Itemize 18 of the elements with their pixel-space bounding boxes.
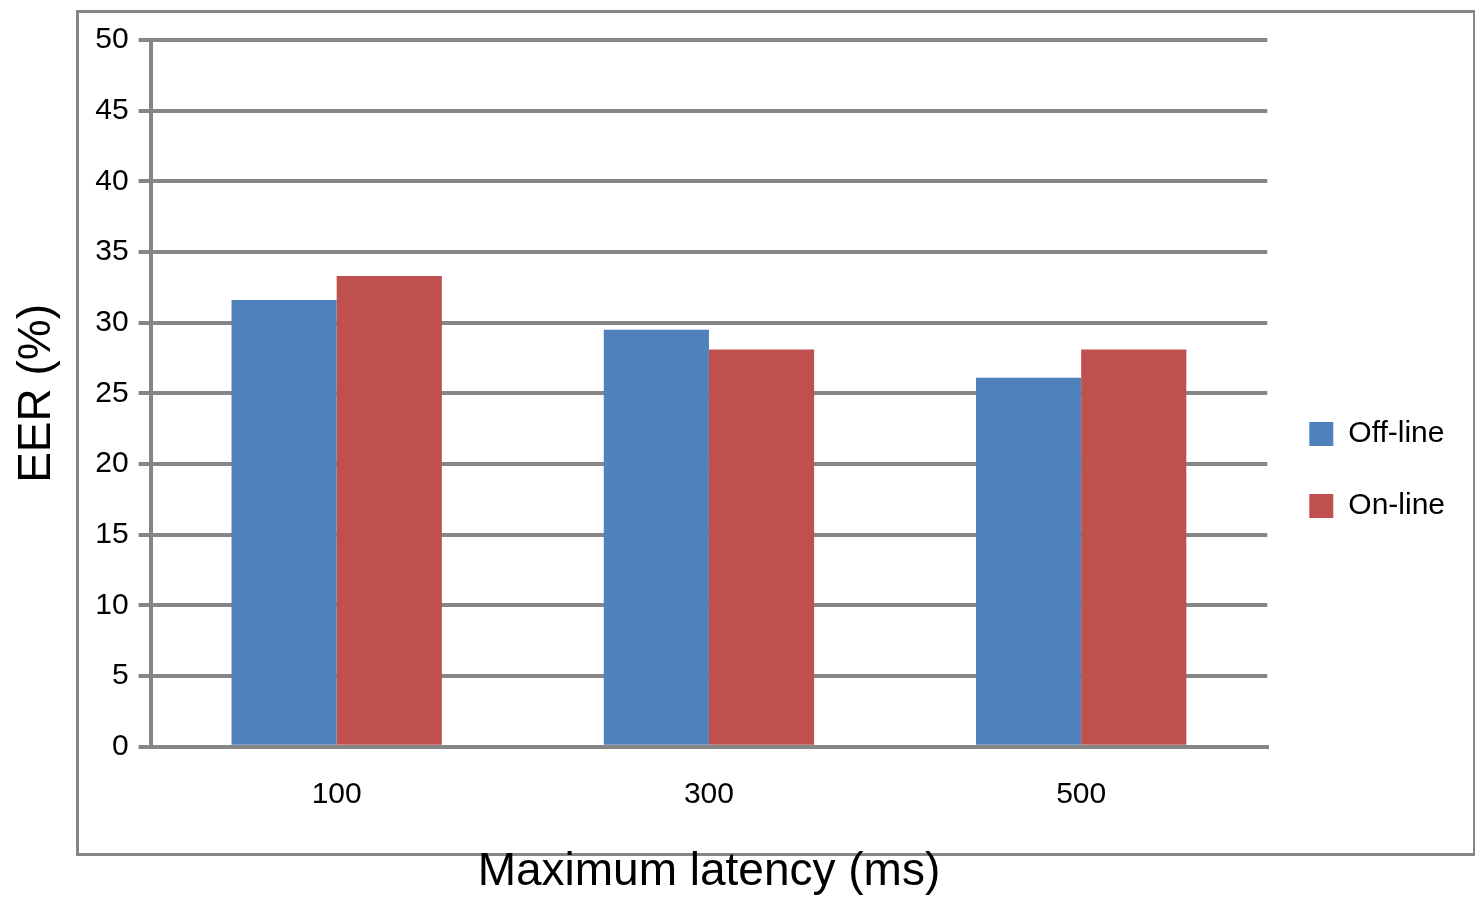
y-tick-label: 45 bbox=[95, 91, 129, 125]
y-tick-label: 0 bbox=[111, 728, 129, 762]
y-axis-title: EER (%) bbox=[8, 303, 61, 483]
y-tick-label: 10 bbox=[95, 586, 129, 620]
y-tick-label: 20 bbox=[95, 445, 129, 479]
x-tick-label: 100 bbox=[311, 776, 362, 810]
y-tick-label: 50 bbox=[95, 21, 129, 55]
y-tick-label: 5 bbox=[111, 657, 129, 691]
y-tick-label: 30 bbox=[95, 303, 129, 337]
y-tick-label: 35 bbox=[95, 233, 129, 267]
legend-label: Off-line bbox=[1348, 415, 1445, 449]
x-tick-label: 500 bbox=[1056, 776, 1107, 810]
x-axis-title: Maximum latency (ms) bbox=[477, 843, 941, 896]
y-tick-label: 40 bbox=[95, 162, 129, 196]
x-tick-label: 300 bbox=[683, 776, 734, 810]
y-tick-label: 25 bbox=[95, 374, 129, 408]
legend-label: On-line bbox=[1348, 487, 1446, 521]
y-tick-label: 15 bbox=[95, 516, 129, 550]
